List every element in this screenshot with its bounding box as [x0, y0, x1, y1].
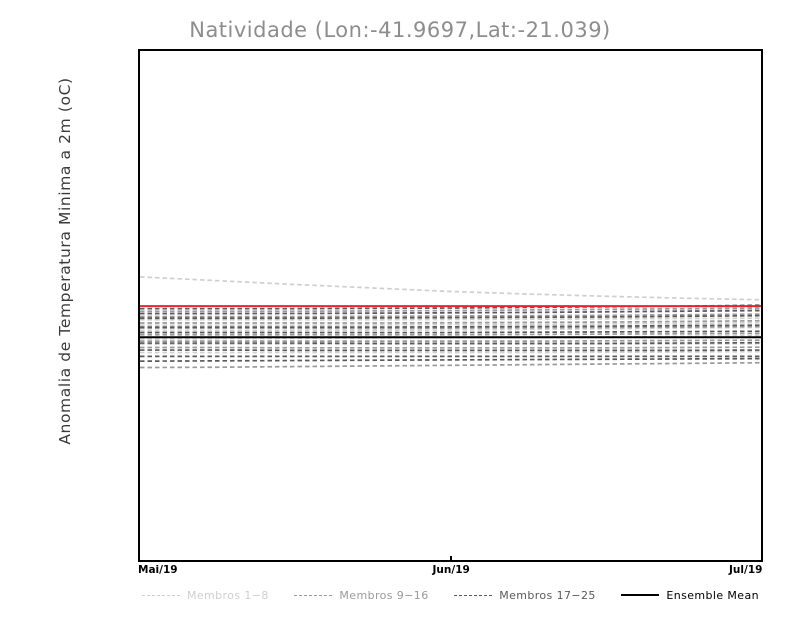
series-line	[140, 325, 761, 330]
plot-area	[138, 49, 763, 562]
page-title: Natividade (Lon:-41.9697,Lat:-21.039)	[189, 18, 611, 42]
series-line	[140, 276, 761, 301]
legend-entry[interactable]: Membros 9−16	[294, 589, 428, 602]
series-line	[140, 313, 761, 318]
series-line	[140, 309, 761, 315]
legend-entry[interactable]: Membros 17−25	[454, 589, 596, 602]
x-axis-tick-label: Jul/19	[729, 564, 763, 576]
chart-legend: Membros 1−8 Membros 9−16 Membros 17−25 Ense…	[138, 585, 763, 605]
legend-entry[interactable]: Membros 1−8	[142, 589, 269, 602]
series-line	[140, 324, 761, 328]
x-axis-tick-label: Mai/19	[138, 564, 178, 576]
legend-entry[interactable]: Ensemble Mean	[621, 589, 759, 602]
series-canvas	[140, 276, 761, 369]
legend-line-swatch	[294, 594, 333, 596]
series-line	[140, 350, 761, 354]
legend-line-swatch	[454, 594, 493, 596]
series-line	[140, 342, 761, 346]
series-line	[140, 307, 761, 313]
y-axis-label: Anomalia de Temperatura Minima a 2m (oC)	[56, 77, 74, 445]
series-line	[140, 319, 761, 324]
legend-label: Membros 1−8	[187, 588, 269, 602]
series-line	[140, 317, 761, 321]
series-line	[140, 357, 761, 363]
series-line	[140, 341, 761, 345]
series-line	[140, 332, 761, 336]
series-line	[140, 339, 761, 342]
series-line	[140, 361, 761, 369]
legend-label: Ensemble Mean	[666, 588, 759, 602]
x-axis-tick-label: Jun/19	[432, 564, 470, 576]
legend-line-swatch	[621, 594, 660, 596]
x-axis-tick-mark	[449, 556, 452, 562]
legend-label: Membros 17−25	[499, 588, 596, 602]
legend-line-swatch	[142, 594, 180, 596]
series-line	[140, 326, 761, 332]
series-line	[140, 321, 761, 327]
series-line	[140, 346, 761, 349]
series-line	[140, 314, 761, 320]
series-line	[140, 330, 761, 334]
legend-label: Membros 9−16	[339, 588, 429, 602]
